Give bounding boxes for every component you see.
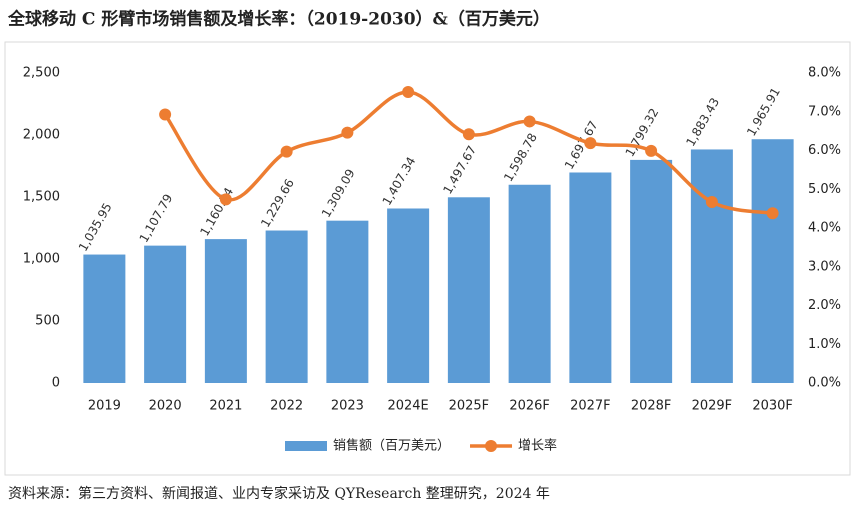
legend-label: 增长率: [518, 438, 557, 454]
chart-frame: [4, 41, 851, 476]
x-tick-label: 2021: [209, 399, 242, 414]
data-label: 1,497.67: [440, 143, 479, 196]
x-tick-label: 2030F: [752, 399, 793, 414]
x-tick-label: 2020: [149, 399, 182, 414]
data-label: 1,883.43: [683, 95, 722, 148]
line-marker: [402, 85, 415, 98]
line-marker: [584, 137, 597, 150]
legend-label: 销售额（百万美元）: [333, 438, 450, 454]
y2-tick-label: 8.0%: [808, 66, 841, 81]
y2-tick-label: 6.0%: [808, 143, 841, 158]
x-tick-label: 2019: [88, 399, 121, 414]
y2-tick-label: 1.0%: [808, 337, 841, 352]
x-tick-label: 2024E: [387, 399, 428, 414]
data-label: 1,598.78: [501, 131, 540, 184]
y2-tick-label: 4.0%: [808, 221, 841, 236]
y-tick-label: 1,000: [23, 252, 60, 267]
data-label: 1,309.09: [319, 167, 358, 220]
bar: [508, 184, 551, 383]
bar: [569, 172, 612, 383]
bar: [83, 254, 126, 383]
y-tick-label: 2,000: [23, 128, 60, 143]
y-tick-label: 1,500: [23, 190, 60, 205]
bar: [144, 245, 187, 383]
data-label: 1,229.66: [258, 176, 297, 229]
y2-tick-label: 5.0%: [808, 182, 841, 197]
bar: [690, 149, 733, 383]
bar: [326, 220, 369, 383]
line-marker: [705, 196, 718, 209]
x-tick-label: 2026F: [509, 399, 550, 414]
data-label: 1,107.79: [137, 192, 176, 245]
line-marker: [523, 115, 536, 128]
bar: [265, 230, 308, 383]
legend-swatch: [485, 440, 498, 452]
bar: [447, 197, 490, 383]
line-marker: [462, 128, 475, 141]
x-tick-label: 2022: [270, 399, 303, 414]
y2-tick-label: 2.0%: [808, 298, 841, 313]
line-marker: [219, 193, 232, 206]
bar: [630, 159, 673, 383]
bar: [751, 139, 794, 383]
x-tick-label: 2029F: [692, 399, 733, 414]
line: [163, 90, 773, 216]
line-marker: [280, 145, 293, 158]
y2-tick-label: 3.0%: [808, 259, 841, 274]
y-tick-label: 2,500: [23, 66, 60, 81]
data-label: 1,407.34: [380, 154, 419, 207]
y-tick-label: 0: [52, 376, 60, 391]
y2-tick-label: 7.0%: [808, 104, 841, 119]
line-marker: [341, 126, 354, 139]
data-label: 1,965.91: [744, 85, 783, 138]
data-label: 1,035.95: [76, 201, 115, 254]
legend-swatch: [285, 441, 327, 451]
line-marker: [766, 207, 779, 220]
source-note: 资料来源：第三方资料、新闻报道、业内专家采访及 QYResearch 整理研究，…: [8, 485, 550, 502]
x-tick-label: 2023: [331, 399, 364, 414]
x-tick-label: 2027F: [570, 399, 611, 414]
y-tick-label: 500: [35, 314, 60, 329]
line-marker: [159, 108, 172, 121]
x-tick-label: 2028F: [631, 399, 672, 414]
chart-title: 全球移动 C 形臂市场销售额及增长率：（2019-2030）&（百万美元）: [7, 9, 550, 30]
bar: [387, 208, 430, 383]
bar: [204, 239, 247, 383]
x-tick-label: 2025F: [449, 399, 490, 414]
line-marker: [645, 144, 658, 157]
y2-tick-label: 0.0%: [808, 376, 841, 391]
